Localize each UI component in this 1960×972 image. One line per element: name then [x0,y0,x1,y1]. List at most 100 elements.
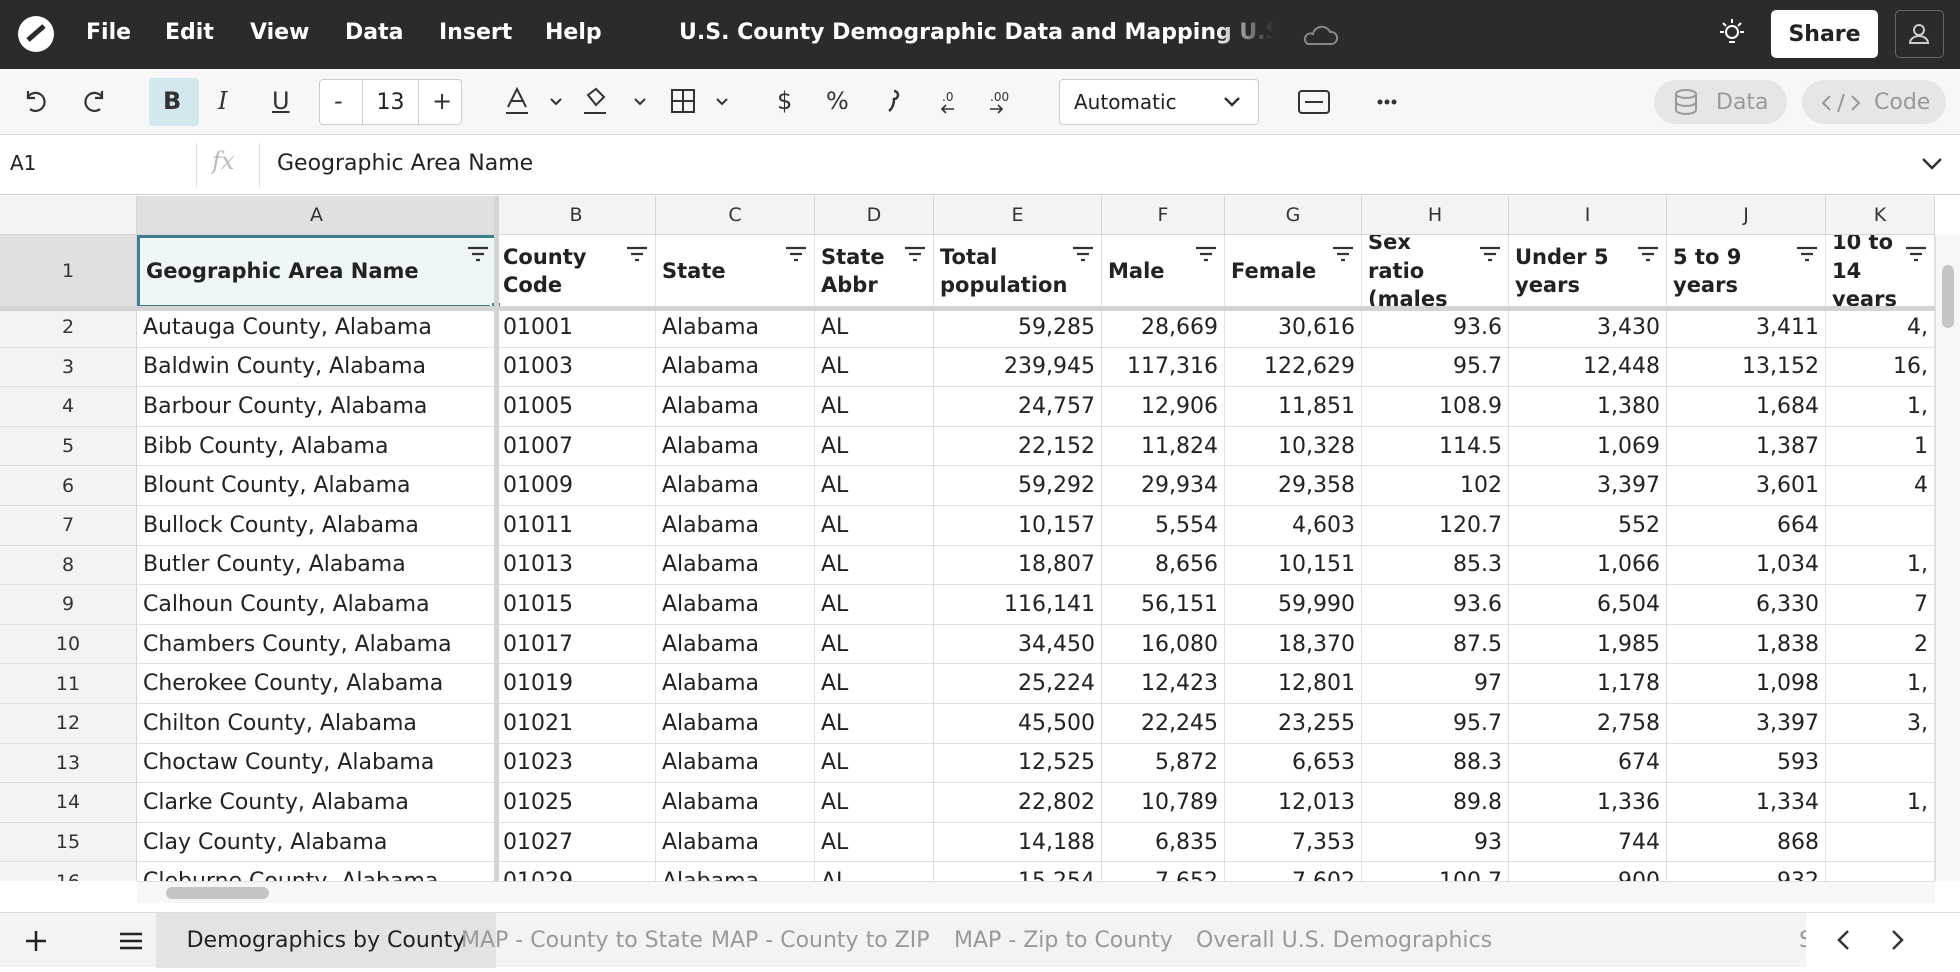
cell[interactable]: 93.6 [1362,585,1509,625]
cell[interactable]: 10,789 [1102,783,1225,823]
cell[interactable]: Bullock County, Alabama [137,506,497,546]
v-scrollbar[interactable] [1935,235,1960,881]
cell[interactable]: Clarke County, Alabama [137,783,497,823]
theme-icon[interactable] [1717,18,1747,50]
undo-redo[interactable] [20,87,110,117]
cell[interactable]: 552 [1509,506,1667,546]
cell[interactable]: 01003 [497,347,656,388]
cell[interactable]: 1 [1826,426,1935,467]
cell[interactable]: 674 [1509,743,1667,784]
cell[interactable]: 01019 [497,664,656,704]
cell[interactable]: 6,653 [1225,743,1362,784]
cell[interactable]: Alabama [656,585,815,625]
cell[interactable] [1826,506,1935,546]
cell[interactable]: Bibb County, Alabama [137,426,497,467]
header-cell[interactable]: Male [1102,235,1225,308]
cell[interactable]: 1,380 [1509,387,1667,427]
filter-icon[interactable] [904,245,926,263]
cell[interactable]: 28,669 [1102,308,1225,348]
font-increase[interactable]: + [432,87,453,115]
cell[interactable]: 95.7 [1362,704,1509,744]
percent-button[interactable]: % [826,87,849,115]
cell[interactable]: 7,652 [1102,862,1225,881]
cell[interactable]: 6,504 [1509,585,1667,625]
cell[interactable]: Barbour County, Alabama [137,387,497,427]
cell[interactable]: 24,757 [934,387,1102,427]
cell[interactable]: Alabama [656,545,815,586]
cell[interactable]: AL [815,862,934,881]
cell[interactable]: 10,151 [1225,545,1362,586]
cell[interactable]: 8,656 [1102,545,1225,586]
cell[interactable]: 88.3 [1362,743,1509,784]
cell[interactable]: 59,292 [934,466,1102,506]
filter-icon[interactable] [1332,245,1354,263]
cell[interactable]: 01017 [497,624,656,665]
cell[interactable]: 16, [1826,347,1935,388]
cell[interactable]: 16,080 [1102,624,1225,665]
cell[interactable]: 664 [1667,506,1826,546]
cell[interactable]: 1,684 [1667,387,1826,427]
cell[interactable]: 3,397 [1667,704,1826,744]
cell[interactable]: 56,151 [1102,585,1225,625]
menu-item[interactable]: Help [545,20,602,45]
cell[interactable]: 25,224 [934,664,1102,704]
cell[interactable]: AL [815,664,934,704]
cell[interactable]: 22,802 [934,783,1102,823]
cell[interactable]: 2,758 [1509,704,1667,744]
cell[interactable]: 12,801 [1225,664,1362,704]
header-cell[interactable]: Total population [934,235,1102,308]
cell[interactable]: 11,824 [1102,426,1225,467]
currency-button[interactable]: $ [777,87,793,115]
header-cell[interactable]: Sex ratio (males [1362,235,1509,308]
cell[interactable]: 239,945 [934,347,1102,388]
header-cell[interactable]: Geographic Area Name [137,235,497,308]
cell[interactable]: 3,411 [1667,308,1826,348]
cell[interactable]: 01029 [497,862,656,881]
bold-button[interactable]: B [163,87,182,115]
header-cell[interactable]: County Code [497,235,656,308]
sheet-tab[interactable]: MAP - Zip to County [954,928,1173,953]
cell[interactable]: 3, [1826,704,1935,744]
cell[interactable]: Alabama [656,743,815,784]
cell[interactable]: 13,152 [1667,347,1826,388]
cell[interactable]: 85.3 [1362,545,1509,586]
cell[interactable]: 12,013 [1225,783,1362,823]
filter-icon[interactable] [1479,245,1501,263]
cell[interactable]: 1,034 [1667,545,1826,586]
filter-icon[interactable] [1195,245,1217,263]
cell[interactable]: 4 [1826,466,1935,506]
cell[interactable]: AL [815,624,934,665]
cell[interactable]: 89.8 [1362,783,1509,823]
cell[interactable]: 87.5 [1362,624,1509,665]
font-decrease[interactable]: - [334,87,343,115]
cell[interactable]: 5,554 [1102,506,1225,546]
cell[interactable]: 7 [1826,585,1935,625]
cell[interactable]: 15,254 [934,862,1102,881]
cell[interactable]: 01023 [497,743,656,784]
cell[interactable]: 11,851 [1225,387,1362,427]
cell[interactable]: 01027 [497,822,656,863]
cell[interactable]: 4,603 [1225,506,1362,546]
cell[interactable]: Clay County, Alabama [137,822,497,863]
cell[interactable]: Alabama [656,347,815,388]
cell[interactable]: 6,835 [1102,822,1225,863]
share-button[interactable]: Share [1771,10,1878,58]
filter-icon[interactable] [1637,245,1659,263]
formula-content[interactable]: Geographic Area Name [277,151,534,176]
cell[interactable]: 120.7 [1362,506,1509,546]
cell[interactable]: 01007 [497,426,656,467]
cell[interactable]: 3,430 [1509,308,1667,348]
cell[interactable]: 593 [1667,743,1826,784]
menu-item[interactable]: File [86,20,132,45]
cell[interactable]: Choctaw County, Alabama [137,743,497,784]
number-icons[interactable]: .0 .00 [880,87,1020,117]
filter-icon[interactable] [1072,245,1094,263]
cell[interactable]: 100.7 [1362,862,1509,881]
header-cell[interactable]: Under 5 years [1509,235,1667,308]
cell[interactable]: 1, [1826,783,1935,823]
cell[interactable]: AL [815,347,934,388]
cell[interactable]: 45,500 [934,704,1102,744]
cell[interactable]: 93 [1362,822,1509,863]
cell[interactable]: 108.9 [1362,387,1509,427]
cell[interactable]: 01005 [497,387,656,427]
